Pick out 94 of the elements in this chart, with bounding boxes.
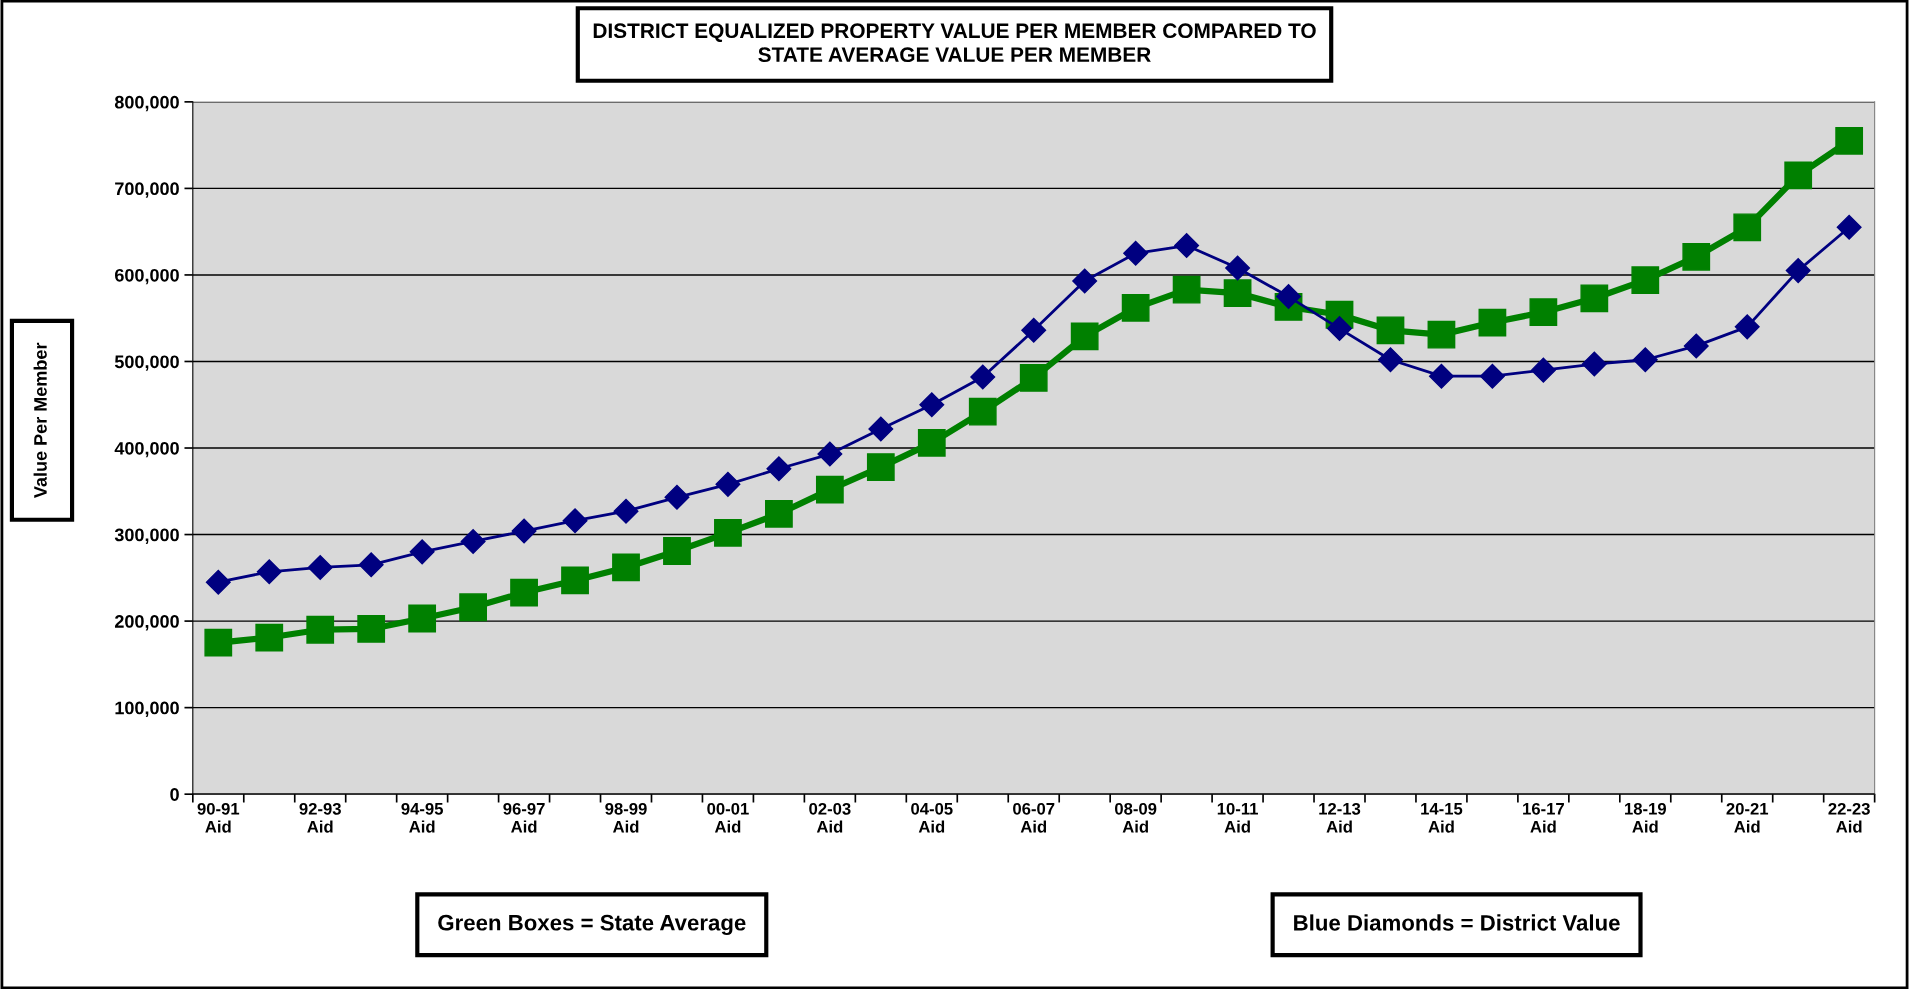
x-tick-label: 04-05 Aid [911,802,953,833]
point [561,566,589,595]
x-tick-label: 98-99 Aid [605,802,647,833]
y-tick-label: 800,000 [114,95,179,112]
y-tick-label: 0 [170,788,179,801]
x-tick-label: 08-09 Aid [1115,802,1157,833]
point [256,559,282,585]
point [1072,268,1098,294]
y-axis-title: Value Per Member [33,342,47,498]
point [1327,316,1352,342]
chart-title: DISTRICT EQUALIZED PROPERTY VALUE PER MEMBER COMPARED TO STATE AVERAGE VALUE PER MEMBER [593,23,1316,63]
point [715,471,741,497]
point [714,518,742,547]
point [204,628,233,657]
point [1734,314,1760,340]
y-tick-label: 100,000 [115,701,179,717]
point [1021,317,1047,343]
y-tick-label: 300,000 [114,528,179,544]
point [664,484,690,510]
point [765,499,793,528]
point [1225,255,1251,281]
x-tick-label: 10-11 Aid [1217,802,1258,833]
y-tick-label: 200,000 [114,615,179,631]
point [255,623,284,652]
point [562,508,588,534]
point [1276,284,1302,310]
x-tick-label: 18-19 Aid [1625,802,1666,833]
point [968,397,997,426]
point [1428,363,1454,389]
point [511,518,537,544]
point [1377,347,1403,373]
y-tick-label: 600,000 [115,268,179,285]
point [1733,213,1762,242]
point [1223,279,1252,308]
point [306,615,335,644]
point [358,552,384,578]
point [1070,322,1099,351]
point [1785,258,1811,284]
point [866,453,895,481]
point [510,578,538,607]
x-tick-label: 14-15 Aid [1421,803,1463,833]
point [1632,347,1658,373]
point [919,392,945,418]
point [1835,126,1864,155]
point [815,475,844,504]
point [1529,298,1558,327]
text: Blue Diamonds = District Value [1294,914,1620,931]
point [970,364,996,390]
point [1174,233,1200,258]
point [1836,214,1862,240]
point [1019,364,1048,392]
point [1121,293,1150,322]
x-tick-label: 92-93 Aid [299,802,341,833]
point [1581,351,1607,377]
point [409,539,435,565]
point [1631,266,1660,295]
x-tick-label: 00-01 Aid [707,802,749,833]
x-tick-label: 06-07 Aid [1013,802,1055,833]
point [459,593,488,622]
point [357,614,386,643]
point [1683,333,1709,359]
point [817,441,843,467]
point [1123,240,1149,266]
point [408,604,437,633]
point [1580,284,1609,313]
point [1376,316,1405,345]
x-tick-label: 20-21 Aid [1726,802,1769,833]
text: Green Boxes = State Average [438,914,746,936]
point [307,554,333,580]
point [205,569,231,595]
point [1530,357,1556,383]
x-tick-label: 90-91 Aid [197,802,240,833]
point [612,553,640,582]
point [1427,320,1456,349]
point [1479,363,1505,389]
x-tick-label: 02-03 Aid [809,802,851,833]
point [1172,275,1201,304]
x-tick-label: 12-13 Aid [1319,802,1361,833]
point [1682,242,1711,271]
point [613,498,639,524]
point [1478,308,1507,337]
point [460,528,486,554]
y-tick-label: 700,000 [115,182,179,198]
point [917,428,946,457]
x-tick-label: 96-97 Aid [503,802,545,833]
point [868,416,894,442]
x-tick-label: 16-17 Aid [1523,802,1564,833]
y-tick-label: 400,000 [114,441,179,458]
y-tick-label: 500,000 [114,355,179,371]
point [663,537,691,565]
point [1784,161,1813,190]
point [766,456,792,482]
x-tick-label: 94-95 Aid [401,802,443,833]
x-tick-label: 22-23 Aid [1828,802,1870,833]
